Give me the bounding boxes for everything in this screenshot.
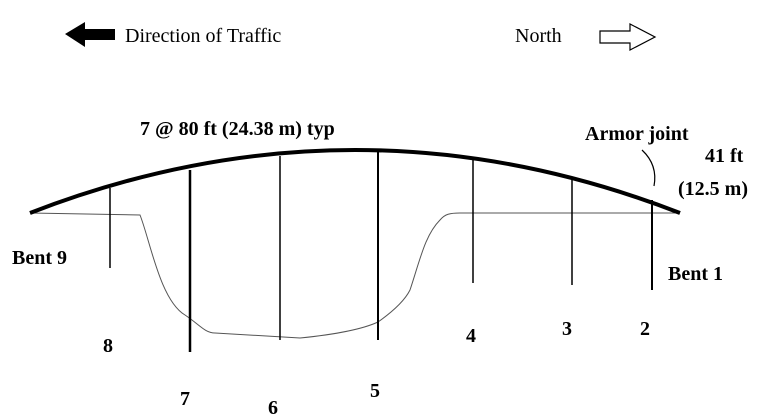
span-label: 7 @ 80 ft (24.38 m) typ <box>140 118 335 140</box>
armor-joint-label: Armor joint <box>585 123 689 145</box>
height-feet: 41 ft <box>705 145 744 167</box>
ground-profile <box>29 212 680 339</box>
bent-number: 2 <box>640 318 650 340</box>
traffic-arrow <box>65 22 115 47</box>
bents <box>109 152 653 352</box>
bent-number: 3 <box>562 318 572 340</box>
bent-number: 4 <box>466 325 476 347</box>
bent-number: 7 <box>180 388 190 410</box>
north-label: North <box>515 25 562 47</box>
bent-number: 8 <box>103 335 113 357</box>
armor-joint-leader <box>641 149 656 187</box>
bridge-deck <box>29 148 681 215</box>
bent-9-label: Bent 9 <box>12 247 67 269</box>
height-meters: (12.5 m) <box>678 178 748 200</box>
direction-label: Direction of Traffic <box>125 25 281 47</box>
north-arrow <box>599 23 657 51</box>
bent-number: 6 <box>268 397 278 416</box>
bent-number: 5 <box>370 380 380 402</box>
bent-1-label: Bent 1 <box>668 263 723 285</box>
